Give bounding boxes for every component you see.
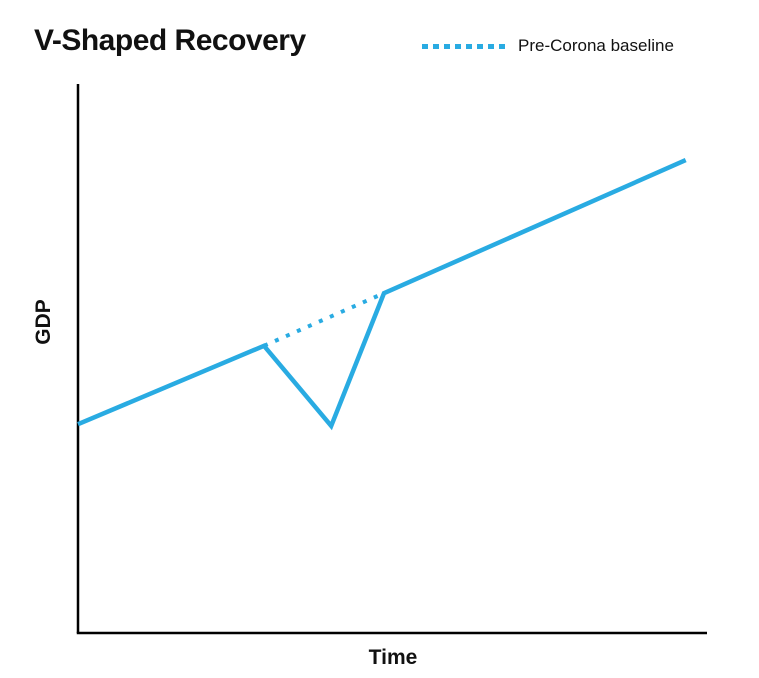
legend: Pre-Corona baseline [422, 36, 674, 56]
x-axis-label: Time [368, 646, 418, 669]
gdp-line [77, 158, 687, 431]
baseline-dotted-line [263, 291, 385, 348]
y-axis-label: GDP [32, 299, 55, 345]
legend-label: Pre-Corona baseline [518, 36, 674, 55]
dotted-line-swatch [422, 43, 506, 49]
chart-title: V-Shaped Recovery [34, 24, 306, 57]
